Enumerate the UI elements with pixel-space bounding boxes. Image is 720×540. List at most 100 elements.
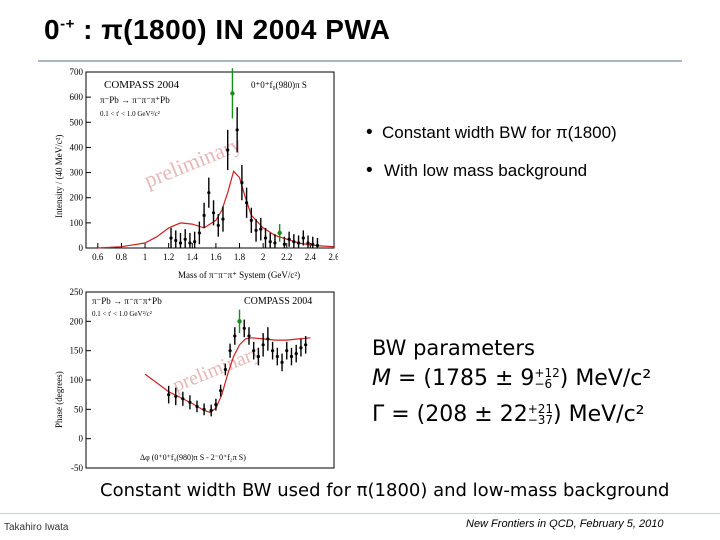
data-point xyxy=(169,236,173,240)
data-point xyxy=(209,408,213,413)
data-point xyxy=(219,388,223,393)
bw-parameters-title: BW parameters xyxy=(372,336,535,360)
data-point xyxy=(249,218,253,222)
data-point xyxy=(235,128,239,132)
data-point xyxy=(202,407,206,411)
y-tick-label: 100 xyxy=(70,375,84,385)
data-point xyxy=(252,349,256,353)
data-point xyxy=(311,242,315,246)
y-tick-label: 250 xyxy=(70,288,84,297)
preliminary-watermark: preliminary xyxy=(141,131,246,193)
data-point xyxy=(197,231,201,235)
footer-divider xyxy=(0,513,720,514)
data-point xyxy=(261,343,265,347)
plot-header: COMPASS 2004 xyxy=(104,79,180,91)
data-point xyxy=(237,319,242,324)
data-point xyxy=(292,240,296,244)
intensity-plot: 0 100 200 300 400 500 600 700 0.6 0.8 1 1.2 1.4 1.6 1… xyxy=(48,68,338,284)
data-point xyxy=(181,397,185,401)
data-point xyxy=(167,393,171,397)
author-name: Takahiro Iwata xyxy=(4,522,69,533)
x-tick-label: 0.8 xyxy=(116,252,128,262)
x-tick-label: 2.6 xyxy=(328,252,338,262)
data-point xyxy=(315,243,320,248)
y-axis-label: Phase (degrees) xyxy=(54,371,64,428)
data-point xyxy=(188,241,192,245)
data-point xyxy=(285,349,289,353)
data-point xyxy=(301,236,305,240)
y-tick-label: 100 xyxy=(70,218,84,228)
wave-label: 0⁺0⁺f₀(980)π S xyxy=(251,80,307,90)
x-tick-label: 2 xyxy=(261,252,266,262)
data-point xyxy=(174,394,178,399)
x-tick-label: 2.2 xyxy=(281,252,292,262)
y-tick-label: 50 xyxy=(74,404,84,414)
plot-header: COMPASS 2004 xyxy=(244,296,312,307)
reaction-label: π⁻Pb → π⁻π⁻π⁺Pb xyxy=(92,296,162,306)
data-point xyxy=(277,230,282,236)
phase-plot: -50 0 50 100 150 200 250 π⁻Pb → π⁻π⁻π⁺Pb 0.1 <… xyxy=(48,288,338,474)
y-tick-label: 300 xyxy=(70,168,84,178)
data-point xyxy=(266,337,270,341)
y-tick-label: 600 xyxy=(70,92,84,102)
data-point xyxy=(230,91,235,96)
x-tick-label: 0.6 xyxy=(92,252,104,262)
data-point xyxy=(304,343,308,347)
data-point xyxy=(299,346,303,350)
data-point xyxy=(294,352,298,356)
data-point xyxy=(256,354,261,359)
data-point xyxy=(245,201,249,205)
data-point xyxy=(214,403,218,407)
data-point xyxy=(275,354,279,359)
y-tick-label: 200 xyxy=(70,316,84,326)
data-point xyxy=(223,367,227,372)
x-tick-label: 1.6 xyxy=(210,252,222,262)
reaction-label: π⁻Pb → π⁻π⁻π⁺Pb xyxy=(100,95,170,105)
data-point xyxy=(240,181,244,185)
data-point xyxy=(259,227,263,231)
data-point xyxy=(289,354,294,359)
data-point xyxy=(202,213,206,217)
data-point xyxy=(254,228,258,232)
data-point xyxy=(296,241,301,245)
data-point xyxy=(216,223,220,227)
t-range-label: 0.1 < t' < 1.0 GeV²/c² xyxy=(92,310,152,318)
conference-info: New Frontiers in QCD, February 5, 2010 xyxy=(466,518,664,530)
data-point xyxy=(233,334,237,338)
data-point xyxy=(268,240,272,244)
data-point xyxy=(306,241,310,245)
x-axis-label: Mass of π⁻π⁻π⁺ System (GeV/c²) xyxy=(178,270,300,280)
data-point xyxy=(282,242,286,246)
preliminary-watermark: preliminary xyxy=(170,341,265,396)
data-point xyxy=(221,217,225,221)
data-point xyxy=(193,240,197,244)
x-tick-label: 1.2 xyxy=(163,252,174,262)
data-point xyxy=(174,238,178,243)
data-point xyxy=(287,237,291,241)
y-tick-label: -50 xyxy=(71,463,83,473)
y-axis-label: Intensity / (40 MeV/c²) xyxy=(54,135,64,218)
bw-parameters-box: BW parameters M = (1785 ± 9+12 −6) MeV/c²… xyxy=(366,336,682,436)
data-point xyxy=(226,148,230,152)
data-point xyxy=(207,191,211,195)
title-divider xyxy=(38,60,682,62)
y-tick-label: 700 xyxy=(70,68,84,77)
y-tick-label: 500 xyxy=(70,117,84,127)
x-tick-label: 2.4 xyxy=(305,252,317,262)
x-tick-label: 1.8 xyxy=(234,252,246,262)
data-point xyxy=(188,400,192,404)
data-point xyxy=(273,241,277,245)
data-point xyxy=(183,237,187,241)
width-parameter: Γ = (208 ± 22+21 −37) MeV/c² xyxy=(372,402,645,427)
mass-parameter: M = (1785 ± 9+12 −6) MeV/c² xyxy=(372,366,652,391)
data-point xyxy=(178,241,183,245)
y-tick-label: 400 xyxy=(70,142,84,152)
data-point xyxy=(263,236,268,240)
phase-difference-label: Δφ (0⁺0⁺f₀(980)π S - 2⁻0⁺f₂π S) xyxy=(140,453,246,462)
data-point xyxy=(280,360,284,364)
data-point xyxy=(228,349,232,353)
data-point xyxy=(195,404,199,408)
data-point xyxy=(270,349,275,353)
data-point xyxy=(247,334,251,338)
slide-title: 0-+ : π(1800) IN 2004 PWA xyxy=(44,14,391,45)
